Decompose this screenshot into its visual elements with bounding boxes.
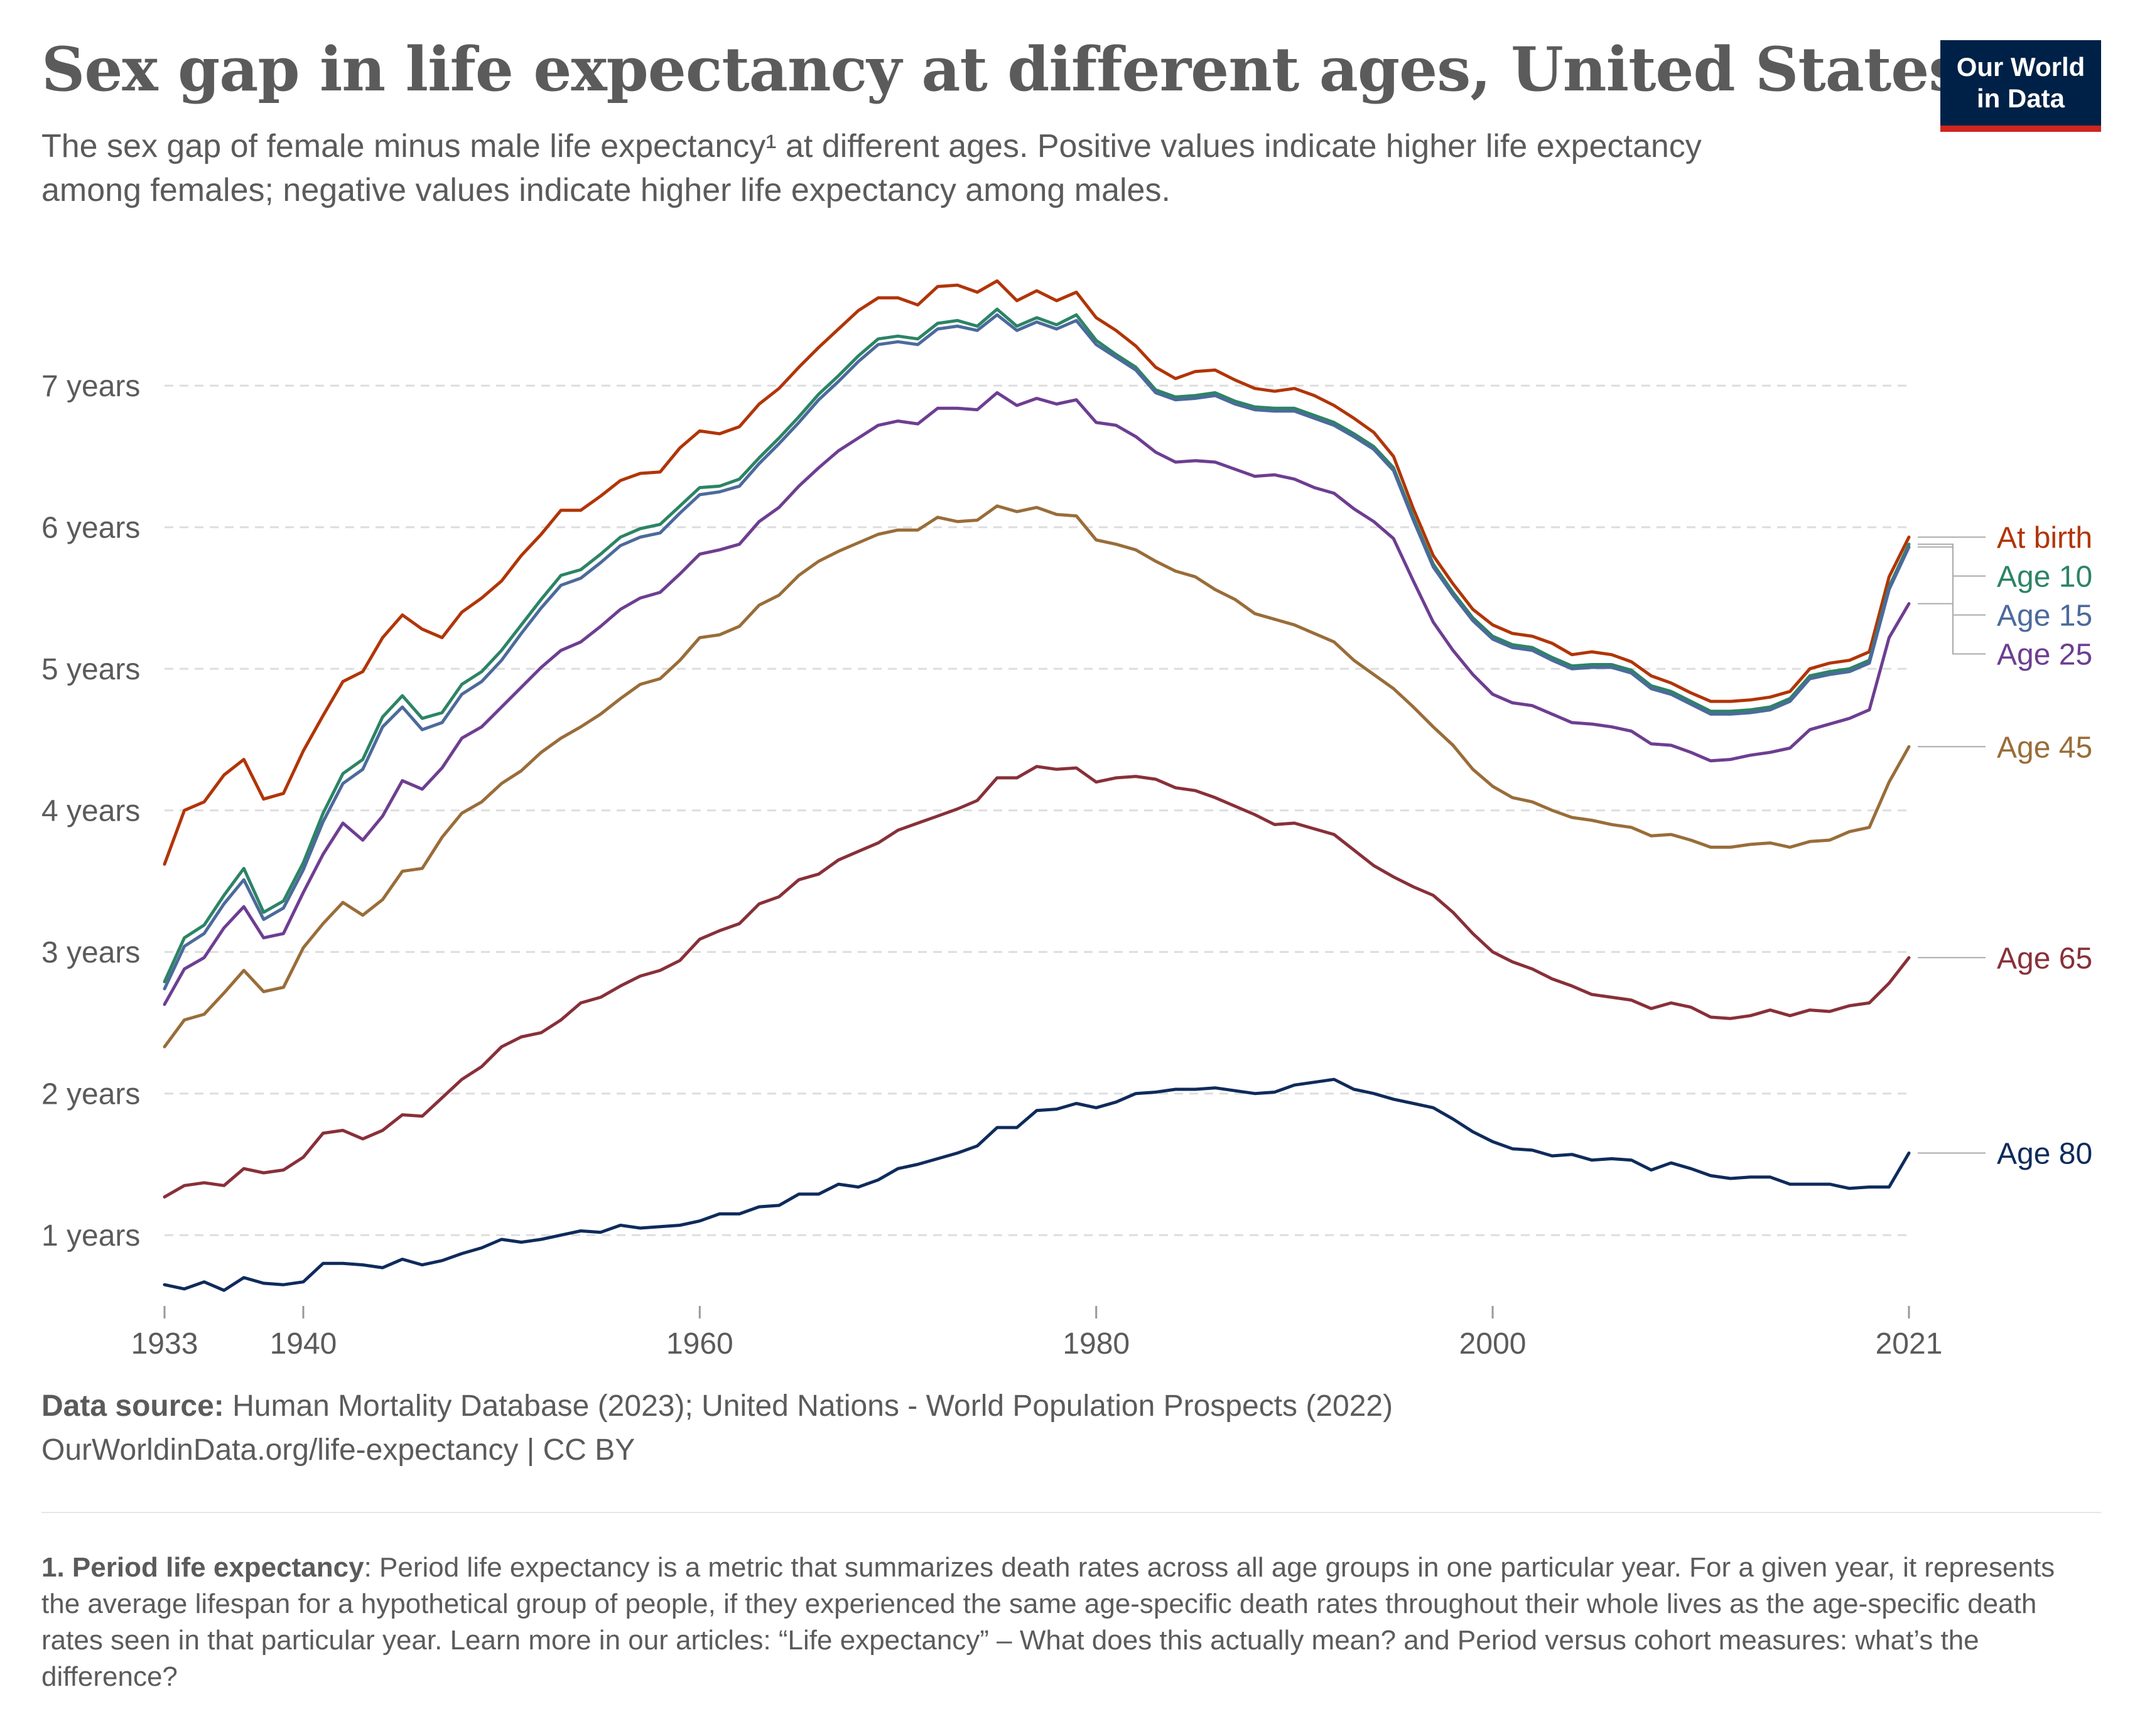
- series-line: [163, 391, 1911, 1006]
- footnote: 1. Period life expectancy: Period life e…: [41, 1550, 2095, 1695]
- series-line: [163, 504, 1911, 1049]
- data-source: Data source: Human Mortality Database (2…: [41, 1384, 1393, 1472]
- series-label: Age 80: [1997, 1137, 2092, 1170]
- source-label: Data source:: [41, 1389, 224, 1423]
- series-labels: At birth Age 10 Age 15 Age 25 Age 45 Age 65 Ag…: [1918, 522, 2092, 1170]
- series-lines: [163, 279, 1911, 1292]
- line-chart: 1 years 2 years 3 years 4 years 5 years 6 yea…: [41, 279, 2092, 1361]
- y-tick-label: 5 years: [41, 653, 140, 686]
- series-label: Age 45: [1997, 731, 2092, 764]
- x-tick-label: 2000: [1459, 1327, 1527, 1361]
- series-line: [163, 1077, 1911, 1292]
- x-tick-label: 1960: [666, 1327, 733, 1361]
- y-axis-tick-labels: 1 years 2 years 3 years 4 years 5 years 6 yea…: [41, 370, 140, 1253]
- y-tick-label: 3 years: [41, 936, 140, 969]
- label-connector: [1918, 543, 1986, 577]
- series-label: Age 15: [1997, 600, 2092, 633]
- series-label: At birth: [1997, 522, 2092, 555]
- footnote-text: : Period life expectancy is a metric tha…: [41, 1552, 2055, 1692]
- label-connector: [1918, 603, 1986, 655]
- label-connector: [1918, 546, 1986, 616]
- x-tick-label: 1933: [131, 1327, 198, 1361]
- series-line: [163, 313, 1911, 991]
- x-axis: 1933 1940 1960 1980 2000 2021: [131, 1306, 1943, 1361]
- series-label: Age 10: [1997, 561, 2092, 594]
- x-tick-label: 2021: [1876, 1327, 1943, 1361]
- series-label: Age 65: [1997, 942, 2092, 975]
- series-line: [163, 765, 1911, 1199]
- source-url[interactable]: OurWorldinData.org/life-expectancy | CC …: [41, 1433, 635, 1467]
- logo-line-1: Our World: [1956, 52, 2085, 82]
- footer-divider: [41, 1512, 2101, 1513]
- series-line: [163, 308, 1911, 984]
- chart-title: Sex gap in life expectancy at different …: [41, 34, 1962, 105]
- x-tick-label: 1940: [270, 1327, 337, 1361]
- x-tick-label: 1980: [1062, 1327, 1130, 1361]
- owid-logo[interactable]: Our World in Data: [1940, 40, 2101, 132]
- source-text: Human Mortality Database (2023); United …: [232, 1389, 1393, 1423]
- y-tick-label: 4 years: [41, 795, 140, 828]
- chart-subtitle: The sex gap of female minus male life ex…: [41, 128, 1702, 208]
- series-line: [163, 279, 1911, 866]
- series-label: Age 25: [1997, 639, 2092, 672]
- y-tick-label: 6 years: [41, 512, 140, 545]
- y-gridlines: [165, 384, 1909, 1236]
- logo-line-2: in Data: [1976, 84, 2065, 113]
- y-tick-label: 1 years: [41, 1219, 140, 1253]
- footnote-label: 1. Period life expectancy: [41, 1552, 364, 1583]
- y-tick-label: 7 years: [41, 370, 140, 403]
- y-tick-label: 2 years: [41, 1078, 140, 1111]
